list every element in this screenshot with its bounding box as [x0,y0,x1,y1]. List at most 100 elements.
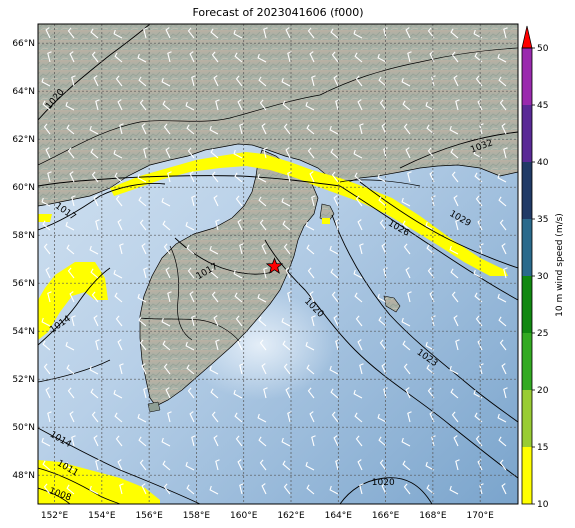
wind-barb [333,195,339,207]
wind-barb [213,75,219,87]
wind-barb [455,99,460,111]
wind-barb [306,364,315,375]
wind-barb [473,389,483,399]
wind-barb [95,459,100,471]
wind-barb [42,220,51,231]
wind-barb [475,435,483,447]
wind-barb [379,339,387,351]
wind-barb [407,51,412,63]
wind-barb [93,75,99,87]
wind-barb [93,315,99,327]
wind-barb [235,315,243,327]
wind-barb [43,483,51,495]
colorbar-tick-label: 30 [537,272,549,282]
wind-barb [401,197,411,207]
wind-barb [359,363,364,375]
wind-barb [357,99,363,111]
wind-barb [309,411,315,423]
wind-barb [189,171,195,183]
wind-barb [233,389,243,399]
wind-barb [161,77,171,87]
wind-barb [69,51,75,63]
wind-barb [402,100,411,111]
wind-barb [95,339,100,351]
wind-barb [71,435,76,447]
wind-barb [263,387,268,399]
wind-barbs [41,27,508,495]
colorbar-tick-label: 50 [537,44,549,54]
wind-barb [498,436,507,447]
wind-barb [355,195,363,207]
map-area: 1020101710141014101110081017102010231026… [38,24,518,504]
lat-tick-label: 66°N [12,39,35,49]
wind-barb [42,340,51,351]
wind-barb [475,75,483,87]
wind-barb [90,388,99,399]
wind-barb [479,483,484,495]
wind-barb [191,435,196,447]
wind-barb [89,125,99,135]
wind-barb [235,75,243,87]
lon-tick-label: 170°E [466,511,494,521]
wind-barb [258,196,267,207]
wind-barb [185,101,195,111]
wind-barb [115,435,123,447]
kamchatka-peninsula [139,149,319,407]
wind-barb [257,53,267,63]
wind-barb [185,461,195,471]
wind-barb [47,291,52,303]
wind-barb [354,52,363,63]
wind-barb [329,245,339,255]
wind-barb [115,75,123,87]
wind-barb [499,459,507,471]
wind-barb [429,51,435,63]
wind-barb [425,101,435,111]
wind-barb [215,339,220,351]
wind-barb [43,123,51,135]
wind-barb [285,387,291,399]
wind-barb [209,485,219,495]
wind-barb [497,293,507,303]
wind-barb [450,28,459,39]
wind-barb [497,53,507,63]
wind-barb [114,52,123,63]
map-title: Forecast of 2023041606 (f000) [192,6,364,19]
wind-barb [210,148,219,159]
wind-barb [282,100,291,111]
wind-barb [67,387,75,399]
wind-barb [191,195,196,207]
wind-barb [258,436,267,447]
wind-barb [139,219,147,231]
wind-barb [479,243,484,255]
wind-barb [91,291,99,303]
wind-barb [377,173,387,183]
wind-barb [215,219,220,231]
lat-tick-label: 48°N [12,471,35,481]
wind-barb [191,75,196,87]
wind-barb [455,459,460,471]
wind-barb [378,76,387,87]
colorbar-bin [522,105,532,162]
wind-barb [379,99,387,111]
wind-barb [307,27,315,39]
wind-barb [66,244,75,255]
wind-barb [329,365,339,375]
wind-barb [311,195,316,207]
colorbar-bin [522,390,532,447]
wind-barb [333,75,339,87]
wind-barb [451,171,459,183]
wind-barb [187,387,195,399]
wind-barb [378,196,387,207]
wind-barb [89,365,99,375]
wind-barb [403,243,411,255]
wind-barb [449,125,459,135]
wind-barb [211,171,219,183]
wind-barb [233,269,243,279]
wind-barb [234,172,243,183]
wind-speed-shading [38,152,508,504]
colorbar-bin [522,447,532,504]
wind-barb [311,315,316,327]
wind-barb [213,315,219,327]
wind-barb [67,267,75,279]
